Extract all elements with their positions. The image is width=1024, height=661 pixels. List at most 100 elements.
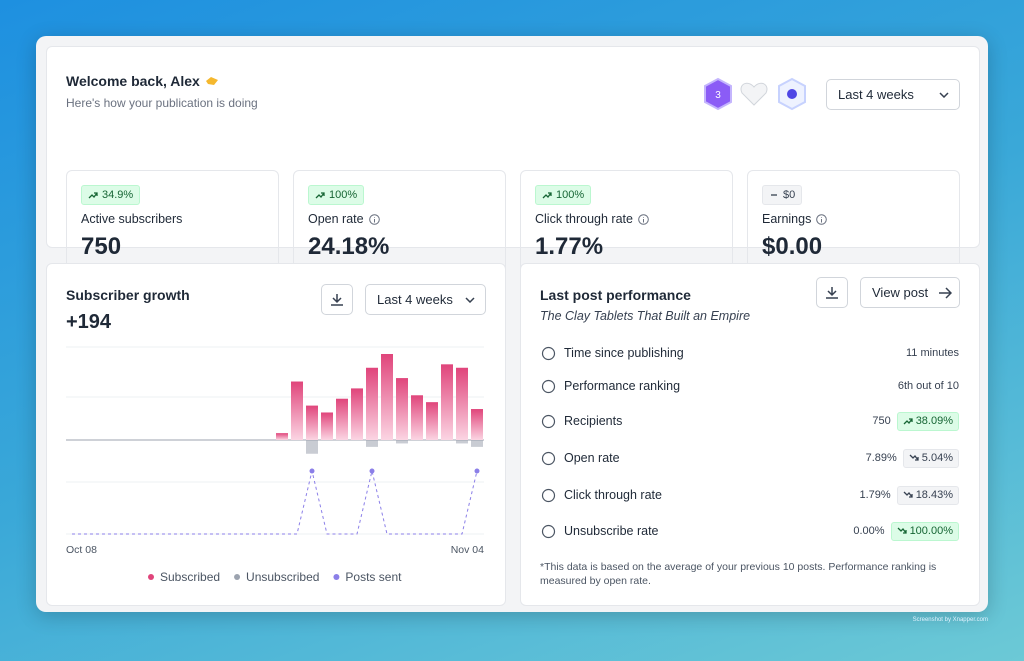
metric-row: Open rate 7.89% 5.04% [541,447,959,469]
view-post-label: View post [872,285,929,300]
change-badge: 100% [535,185,592,205]
view-post-button[interactable]: View post [860,277,960,308]
stat-label: Open rate [308,212,380,226]
post-panel-title: Last post performance [540,287,691,303]
trend-icon [903,491,913,498]
change-value: 34.9% [102,189,134,201]
metric-icon [541,414,556,428]
metric-icon [541,451,556,465]
icon-shape [541,451,556,465]
metric-change-value: 100.00% [909,525,953,537]
metric-label: Click through rate [564,488,662,502]
stat-card: $0 Earnings $0.00 [747,170,960,275]
welcome: Welcome back, Alex [66,73,219,89]
watermark: Screenshot by Xnapper.com [912,617,988,623]
stat-card: 34.9% Active subscribers 750 [66,170,279,275]
metric-row: Recipients 750 38.09% [541,410,959,432]
period-select[interactable]: Last 4 weeks [826,79,960,110]
stat-card: 100% Open rate 24.18% [293,170,506,275]
trend-icon [542,192,552,199]
download-button[interactable] [816,277,848,308]
trend-path [897,527,907,534]
change-value: $0 [783,189,796,201]
change-value: 100% [329,189,358,201]
growth-period-label: Last 4 weeks [377,292,453,307]
stat-label-text: Click through rate [535,212,633,226]
trend-icon [771,194,777,196]
metric-row: Performance ranking 6th out of 10 [541,375,959,397]
icon-shape [541,346,556,360]
metric-label: Recipients [564,414,623,428]
icon-shape [541,414,556,428]
metric-row: Time since publishing 11 minutes [541,342,959,364]
trend-icon [903,418,913,425]
stat-label-text: Earnings [762,212,812,226]
trend-path [315,192,325,199]
trend-path [88,192,98,199]
metric-label: Performance ranking [564,379,681,393]
chevron [939,92,949,98]
metric-change: 100.00% [890,521,959,541]
trend-path [909,454,919,461]
wave-icon [205,77,218,85]
welcome-title: Welcome back, Alex [66,73,200,89]
info-icon [638,213,649,225]
metric-value: 7.89% [865,452,897,464]
stat-label-text: Open rate [308,212,364,226]
metric-row: Click through rate 1.79% 18.43% [541,484,959,506]
trend-icon [315,192,325,199]
download-icon [331,293,343,306]
metric-value: 750 [872,415,891,427]
metric-label: Open rate [564,451,620,465]
stat-label: Active subscribers [81,212,182,226]
download-button[interactable] [321,284,353,315]
stat-card: 100% Click through rate 1.77% [520,170,733,275]
arrow-icon [939,286,953,299]
trend-path [903,418,913,425]
post-title: The Clay Tablets That Built an Empire [540,309,751,323]
stat-value: $0.00 [762,233,823,260]
metric-row: Unsubscribe rate 0.00% 100.00% [541,520,959,542]
change-value: 100% [556,189,585,201]
overview-panel: Welcome back, Alex Here's how your publi… [46,46,980,275]
metric-change: 5.04% [902,448,959,468]
metric-value: 6th out of 10 [897,380,959,392]
trend-icon [897,527,907,534]
metric-icon [541,488,556,502]
footnote: *This data is based on the average of yo… [540,561,937,587]
trend-icon [909,454,919,461]
metric-change: 38.09% [896,411,959,431]
achievements: 3 [704,77,806,111]
stat-value: 750 [81,233,122,260]
metric-value: 0.00% [853,525,885,537]
icon-shape [541,524,556,538]
metric-change-value: 38.09% [915,415,953,427]
metric-value: 11 minutes [906,347,959,359]
growth-total: +194 [66,311,112,333]
change-badge: 100% [308,185,365,205]
period-label: Last 4 weeks [838,87,914,102]
stat-label-text: Active subscribers [81,212,183,226]
metric-value: 1.79% [859,489,891,501]
info-circle [816,213,828,225]
info-icon [816,213,828,225]
stat-value: 24.18% [308,233,390,260]
post-panel: Last post performance The Clay Tablets T… [520,263,980,606]
stat-value: 1.77% [535,233,604,260]
download-icon [826,286,838,299]
growth-title: Subscriber growth [66,287,190,303]
subtitle: Here's how your publication is doing [66,96,258,110]
info-circle [638,213,649,225]
metric-change-value: 5.04% [921,452,953,464]
metric-icon [541,346,556,360]
trend-path [903,491,913,498]
metric-change-value: 18.43% [915,489,953,501]
metric-change: 18.43% [896,485,959,505]
growth-period-select[interactable]: Last 4 weeks [365,284,486,315]
metric-icon [541,379,556,393]
change-badge: 34.9% [81,185,141,205]
trend-path [542,192,552,199]
icon-shape [541,488,556,502]
metric-icon [541,524,556,538]
